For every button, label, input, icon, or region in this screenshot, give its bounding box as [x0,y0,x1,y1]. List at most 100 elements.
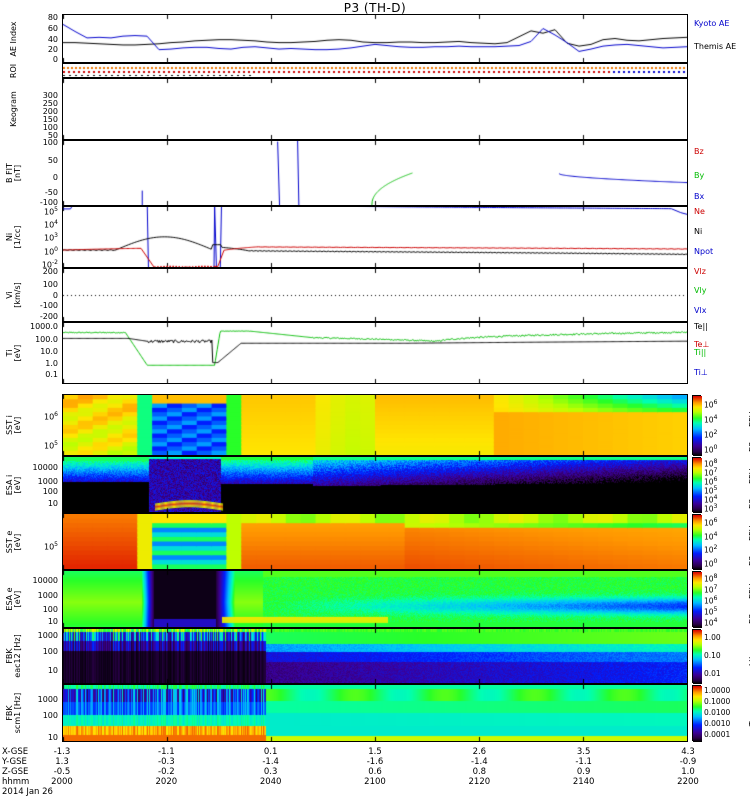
ytick-fbk-e12-1: 100 [42,647,58,656]
colorbar-tick-sst-electron-2: 102 [704,544,718,555]
panel-roi-plot [63,64,687,77]
panel-sst-electron-plot [63,514,687,569]
ytick-keogram-3: 150 [42,115,58,124]
legend-density-Ne: Ne [694,207,705,216]
colorbar-tick-fbk-e12-2: 0.01 [704,669,721,678]
ytick-ae-index-4: 0 [52,55,58,64]
colorbar-tick-sst-ion-0: 106 [704,398,718,409]
ylabel-b-fit: B FIT [nT] [5,163,22,183]
colorbar-fbk-e12 [692,629,702,684]
ytick-velocity-0: 200 [42,267,58,276]
colorbar-tick-sst-electron-3: 100 [704,558,718,569]
colorbar-tick-esa-electron-0: 108 [704,572,718,584]
colorbar-tick-fbk-scm-3: 0.0010 [704,719,731,729]
ytick-density-2: 103 [43,232,58,243]
ytick-temperature-4: 0.1 [45,370,58,379]
panel-esa-ion-plot [63,457,687,512]
xaxis-tick-6-z-gse: 1.0 [681,767,695,777]
panel-velocity [62,268,688,322]
legend-b-fit-Bx: Bx [694,192,705,201]
ytick-esa-electron-0: 10000 [32,576,58,585]
colorbar-tick-fbk-e12-1: 0.10 [704,651,721,660]
ytick-velocity-2: 0 [52,291,58,300]
ytick-b-fit-3: -50 [44,188,58,197]
ytick-keogram-2: 200 [42,107,58,116]
colorbar-tick-sst-ion-3: 100 [704,443,718,454]
ytick-sst-ion-0: 106 [43,411,58,422]
xaxis-tick-6-y-gse: -0.9 [679,757,697,767]
ytick-esa-electron-1: 1000 [37,591,58,600]
panel-keogram-plot [63,79,687,139]
ytick-density-4: 10-2 [41,259,58,270]
xaxis-tick-0-y-gse: 1.3 [55,757,69,767]
ytick-b-fit-0: 100 [42,138,58,147]
xaxis-tick-3-hhmm: 2100 [364,777,386,787]
ytick-b-fit-2: 0 [52,173,58,182]
panel-sst-ion-plot [63,395,687,455]
legend-temperature-Ti: Ti|| [694,348,707,357]
ytick-temperature-1: 100.0 [35,335,58,344]
ytick-velocity-1: 100 [42,280,58,289]
colorbar-tick-esa-electron-2: 106 [704,595,718,606]
panel-temperature [62,322,688,384]
colorbar-tick-esa-ion-5: 103 [704,503,718,514]
ytick-fbk-e12-2: 10 [47,666,58,675]
panel-density-plot [63,207,687,267]
colorbar-tick-esa-ion-3: 105 [704,485,718,496]
colorbar-tick-sst-electron-0: 106 [704,516,718,528]
legend-ae-index-KyotoAE: Kyoto AE [694,19,730,28]
ytick-temperature-3: 1.0 [45,359,58,368]
legend-temperature-Ti: Ti⊥ [694,368,708,377]
xaxis-tick-3-y-gse: -1.6 [366,757,384,767]
ytick-ae-index-1: 60 [47,24,58,33]
panel-keogram [62,78,688,140]
panel-ae-index-plot [63,15,687,62]
ytick-density-3: 100 [43,246,58,257]
colorbar-tick-esa-ion-0: 108 [704,457,718,469]
ytick-density-1: 104 [43,219,58,230]
ytick-keogram-5: 50 [47,131,58,140]
page-title: P3 (TH-D) [343,1,407,15]
colorbar-tick-esa-electron-1: 107 [704,583,718,595]
ytick-keogram-0: 300 [42,91,58,100]
xaxis-tick-1-x-gse: -1.1 [158,747,175,757]
xaxis-tick-2-z-gse: 0.3 [263,767,278,777]
colorbar-tick-esa-electron-3: 105 [704,606,718,617]
ytick-ae-index-0: 80 [47,13,58,22]
legend-velocity-Vlx: Vlx [694,306,707,315]
colorbar-sst-ion [692,395,702,456]
xaxis-tick-4-z-gse: 0.8 [472,767,487,777]
ytick-b-fit-4: -100 [39,198,58,207]
colorbar-sst-electron [692,514,702,570]
xaxis-tick-0-z-gse: -0.5 [53,767,71,777]
colorbar-esa-ion [692,457,702,513]
legend-b-fit-Bz: Bz [694,147,704,156]
ytick-fbk-scm-2: 10 [47,733,58,742]
legend-b-fit-By: By [694,171,705,180]
ytick-sst-electron-0: 105 [43,541,58,552]
colorbar-tick-esa-ion-4: 104 [704,494,718,505]
ytick-esa-ion-3: 10 [47,499,58,508]
ytick-esa-ion-0: 10000 [32,463,58,472]
colorbar-tick-fbk-scm-1: 0.1000 [704,696,731,706]
ytick-velocity-4: -200 [39,312,58,321]
xaxis-tick-1-hhmm: 2020 [155,777,178,787]
ytick-esa-ion-2: 100 [42,487,58,496]
colorbar-tick-fbk-scm-4: 0.0001 [704,730,731,740]
xaxis-tick-1-z-gse: -0.2 [158,767,175,777]
ytick-ae-index-2: 40 [47,35,58,44]
xaxis-tick-3-x-gse: 1.5 [368,747,382,757]
xaxis-tick-5-y-gse: -1.1 [575,757,592,767]
legend-temperature-Te: Te⊥ [694,340,710,349]
legend-temperature-Te: Te|| [694,322,708,331]
panel-b-fit-plot [63,141,687,205]
ytick-keogram-1: 250 [42,99,58,108]
colorbar-tick-esa-electron-4: 104 [704,617,718,628]
panel-density [62,206,688,268]
ytick-temperature-2: 10.0 [40,347,58,356]
legend-density-Ni: Ni [694,227,703,236]
xaxis-tick-6-hhmm: 2200 [677,777,699,787]
legend-velocity-Vlz: Vlz [694,267,706,276]
panel-esa-electron-plot [63,571,687,627]
